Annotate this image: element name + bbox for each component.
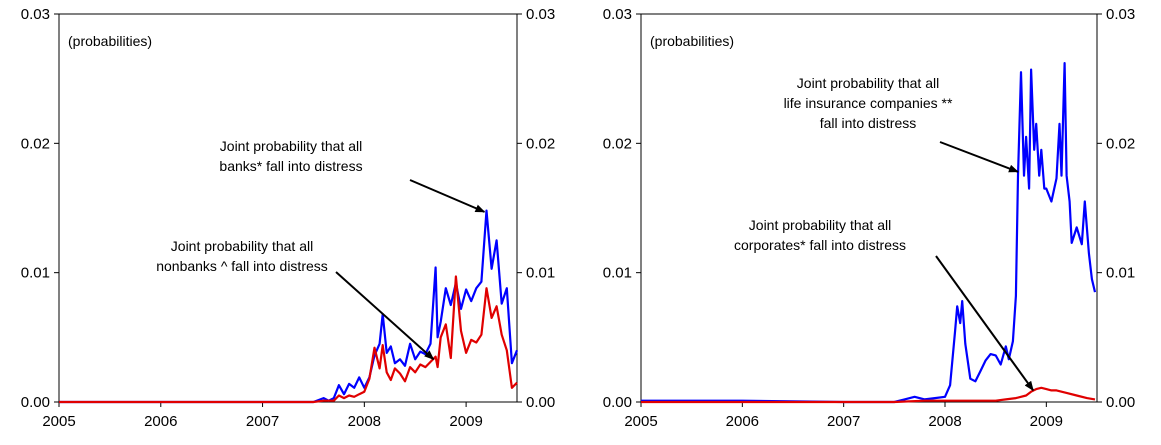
y-tick-label-right: 0.01	[526, 265, 555, 282]
annotation-text-line: Joint probability that all	[220, 138, 362, 154]
annotation-text-line: Joint probability that all	[171, 238, 313, 254]
series-line-2	[59, 275, 518, 404]
annotation-text-line: fall into distress	[820, 115, 916, 131]
x-tick-label: 2009	[449, 413, 482, 430]
x-tick-label: 2007	[827, 413, 860, 430]
y-tick-label-right: 0.00	[526, 394, 555, 411]
annotation-arrow	[409, 179, 486, 213]
x-tick-label: 2008	[928, 413, 961, 430]
y-tick-label-right: 0.01	[1106, 265, 1135, 282]
x-tick-label: 2006	[726, 413, 759, 430]
plot-frame	[640, 13, 1098, 403]
annotation-1: Joint probability that all life insurance…	[784, 75, 1019, 173]
y-tick-label-left: 0.00	[603, 394, 632, 411]
annotation-text-line: Joint probability that all	[797, 75, 939, 91]
y-tick-label-left: 0.02	[603, 135, 632, 152]
x-tick-label: 2007	[246, 413, 279, 430]
annotation-text-line: corporates* fall into distress	[734, 237, 906, 253]
y-tick-label-left: 0.01	[21, 265, 50, 282]
annotation-arrow	[335, 271, 435, 361]
y-tick-label-left: 0.03	[21, 6, 50, 23]
x-tick-label: 2005	[624, 413, 657, 430]
annotation-arrow	[935, 255, 1034, 392]
y-tick-label-right: 0.02	[526, 135, 555, 152]
series-line-2	[641, 386, 1096, 404]
y-tick-label-left: 0.01	[603, 265, 632, 282]
annotation-text-line: Joint probability that all	[749, 217, 891, 233]
y-tick-label-right: 0.02	[1106, 135, 1135, 152]
annotation-2: Joint probability that all nonbanks ^ fal…	[156, 238, 435, 361]
y-tick-label-left: 0.03	[603, 6, 632, 23]
series-line-1	[641, 61, 1097, 404]
annotation-arrow	[939, 141, 1019, 173]
y-tick-label-left: 0.02	[21, 135, 50, 152]
annotation-text-line: life insurance companies **	[784, 95, 953, 111]
x-tick-label: 2008	[348, 413, 381, 430]
units-note: (probabilities)	[68, 33, 152, 49]
y-tick-label-right: 0.03	[1106, 6, 1135, 23]
y-tick-label-right: 0.00	[1106, 394, 1135, 411]
y-tick-label-left: 0.00	[21, 394, 50, 411]
series-line-1	[59, 209, 519, 404]
units-note: (probabilities)	[650, 33, 734, 49]
x-tick-label: 2006	[144, 413, 177, 430]
chart-panel-1: 0.00 0.01 0.02 0.03 0.00 0.01 0.02 0.03 2005 2006…	[21, 6, 555, 430]
x-tick-label: 2009	[1030, 413, 1063, 430]
annotation-1: Joint probability that all banks* fall in…	[219, 138, 486, 213]
y-tick-label-right: 0.03	[526, 6, 555, 23]
x-tick-label: 2005	[42, 413, 75, 430]
chart-panel-2: 0.00 0.01 0.02 0.03 0.00 0.01 0.02 0.03 2005 2006…	[603, 6, 1135, 430]
annotation-text-line: nonbanks ^ fall into distress	[156, 258, 328, 274]
annotation-2: Joint probability that all corporates* fa…	[734, 217, 1034, 392]
annotation-text-line: banks* fall into distress	[219, 158, 362, 174]
